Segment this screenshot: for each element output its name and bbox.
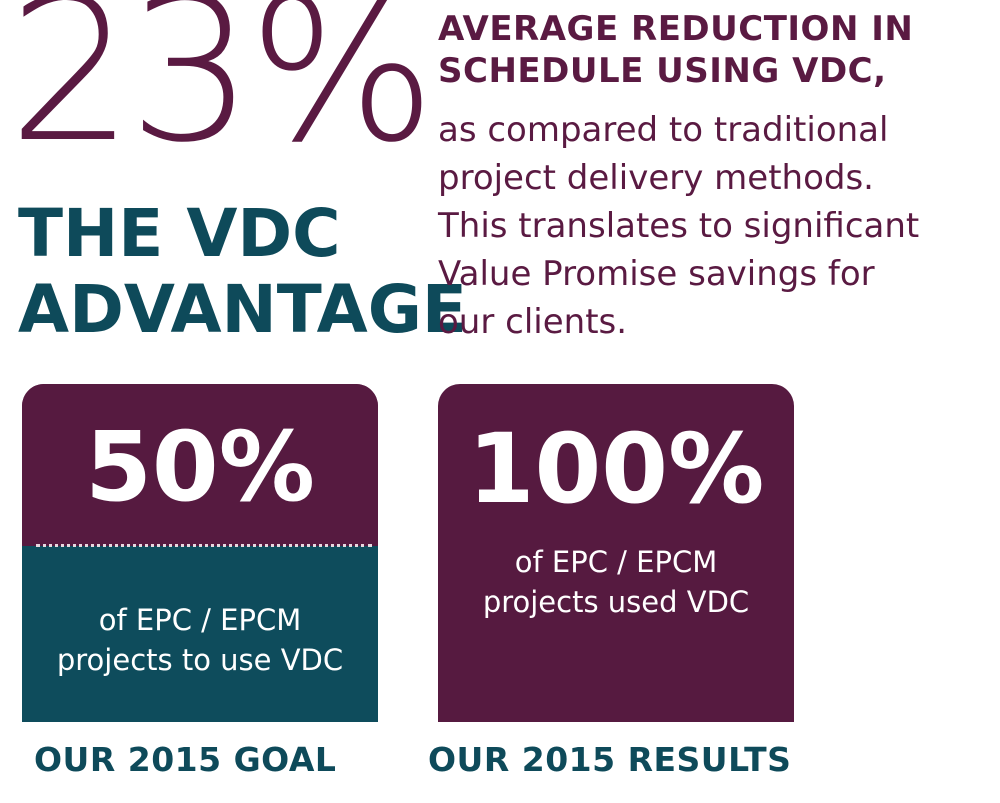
hero-title-line-2: ADVANTAGE xyxy=(18,271,468,348)
summary-desc-line-2: project delivery methods. xyxy=(438,158,874,198)
goal-card-top xyxy=(22,384,378,546)
summary-desc-line-1: as compared to traditional xyxy=(438,110,889,150)
hero-title-line-1: THE VDC xyxy=(18,195,341,272)
goal-card-bottom xyxy=(22,546,378,722)
results-card: 100% of EPC / EPCM projects used VDC xyxy=(438,384,794,722)
goal-text: of EPC / EPCM projects to use VDC xyxy=(22,600,378,680)
goal-card: 50% of EPC / EPCM projects to use VDC xyxy=(22,384,378,722)
results-text-line-1: of EPC / EPCM xyxy=(514,545,718,579)
summary-headline: AVERAGE REDUCTION IN SCHEDULE USING VDC, xyxy=(438,8,913,92)
summary-headline-line-1: AVERAGE REDUCTION IN xyxy=(438,9,914,49)
results-text: of EPC / EPCM projects used VDC xyxy=(438,542,794,622)
summary-description: as compared to traditional project deliv… xyxy=(438,106,988,346)
goal-text-line-2: projects to use VDC xyxy=(56,643,344,677)
results-caption: OUR 2015 RESULTS xyxy=(428,740,792,779)
hero-stat: 23% xyxy=(8,0,436,186)
summary-desc-line-3: This translates to significant xyxy=(438,206,920,246)
goal-card-divider xyxy=(36,544,372,547)
goal-value: 50% xyxy=(85,411,315,523)
goal-caption: OUR 2015 GOAL xyxy=(34,740,337,779)
hero-title: THE VDC ADVANTAGE xyxy=(18,196,467,348)
summary-desc-line-5: our clients. xyxy=(438,302,628,342)
results-value: 100% xyxy=(467,413,765,525)
summary-desc-line-4: Value Promise savings for xyxy=(438,254,875,294)
goal-text-line-1: of EPC / EPCM xyxy=(98,603,302,637)
summary-headline-line-2: SCHEDULE USING VDC, xyxy=(438,51,887,91)
results-text-line-2: projects used VDC xyxy=(482,585,750,619)
